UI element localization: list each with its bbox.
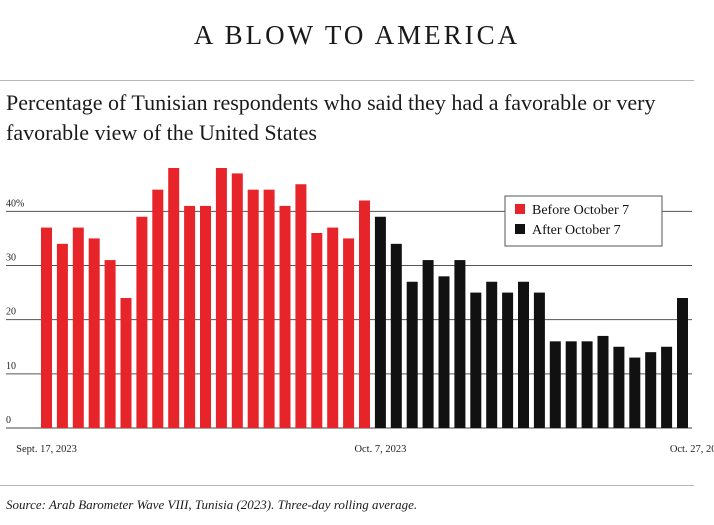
bar-before [343,238,355,428]
bar-before [136,216,148,428]
chart-kicker-title: A BLOW TO AMERICA [193,20,521,50]
bar-before [152,189,164,428]
bar-after [581,341,593,428]
bar-before [295,184,307,428]
bar-after [613,346,625,428]
y-tick-label: 0 [6,415,11,426]
bar-after [629,357,641,428]
bar-after [454,260,466,428]
bar-after [486,281,498,428]
x-tick-label: Oct. 7, 2023 [354,444,406,455]
x-tick-label: Sept. 17, 2023 [16,444,77,455]
bar-after [390,243,402,428]
bar-before [200,205,211,428]
bar-before [88,238,100,428]
bar-before [72,227,84,428]
bar-after [533,292,545,428]
legend-box [504,195,663,247]
bottom-divider [0,485,694,486]
bar-before [327,227,339,428]
bar-before [184,205,196,428]
bar-after [374,216,386,428]
bar-before [359,200,370,428]
bar-before [311,233,323,428]
bar-before [247,189,259,428]
top-divider [0,80,694,81]
bar-after [677,298,688,428]
bar-after [549,341,561,428]
bar-before [104,260,116,428]
legend-label-after: After October 7 [532,223,621,238]
bar-before [56,243,68,428]
bar-before [231,173,243,428]
source-note: Source: Arab Barometer Wave VIII, Tunisi… [6,497,418,512]
bar-after [438,276,450,428]
legend-swatch-before [515,204,525,214]
bar-before [120,298,132,428]
x-tick-label: Oct. 27, 2023 [670,444,714,455]
chart-subtitle: Percentage of Tunisian respondents who s… [6,90,656,145]
bar-before [263,189,275,428]
bar-before [168,168,180,428]
bar-after [470,292,482,428]
bar-chart: 0 10 20 30 40% Sept. 17, 2023 Oct. 7, 2023 Oct.… [6,168,714,455]
bar-after [661,346,673,428]
bar-after [597,335,609,428]
bar-after [502,292,514,428]
legend-label-before: Before October 7 [532,203,629,218]
legend-swatch-after [515,224,525,234]
bar-after [422,260,434,428]
bar-after [565,341,577,428]
bar-after [518,281,529,428]
bar-before [215,168,227,428]
y-tick-label: 20 [6,307,16,318]
y-tick-label: 10 [6,361,16,372]
bar-before [41,227,52,428]
y-tick-label: 30 [6,253,16,264]
bar-after [645,352,657,428]
bar-before [279,205,291,428]
bar-after [406,281,418,428]
y-tick-label: 40% [6,198,24,209]
